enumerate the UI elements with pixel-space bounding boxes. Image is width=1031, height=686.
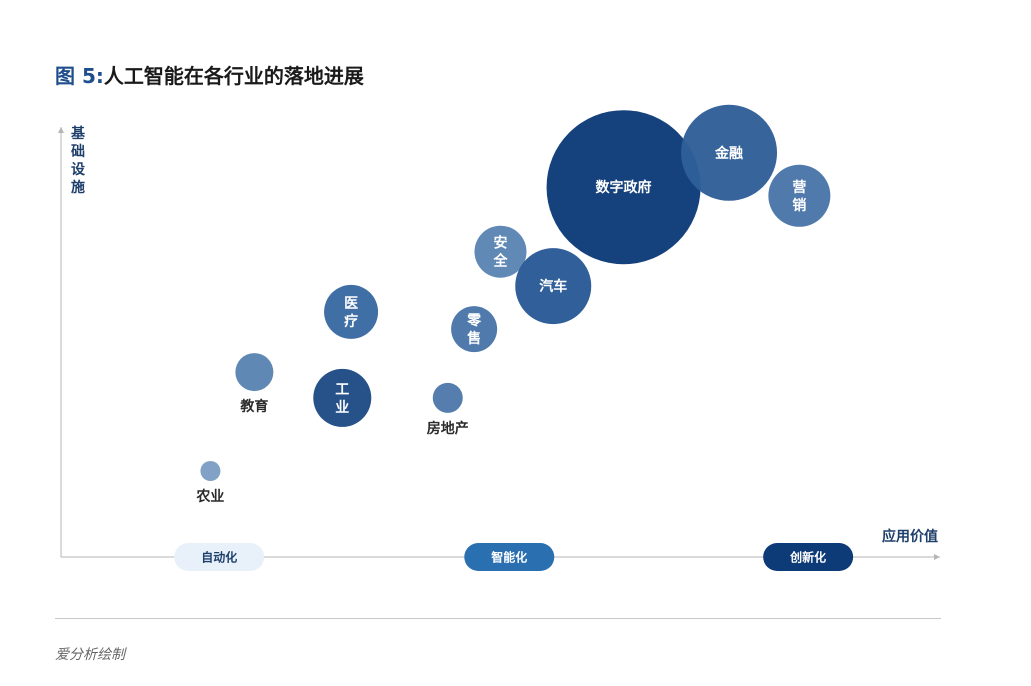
stage-pill-bg xyxy=(174,543,265,571)
y-axis-arrow xyxy=(58,127,64,133)
bubble-5: 房地产 xyxy=(427,382,469,437)
bubble-label: 零售 xyxy=(466,312,482,347)
bubble-7: 安全 xyxy=(474,225,527,278)
bubble-circle xyxy=(235,353,274,392)
bubble-circle xyxy=(324,284,379,339)
bubble-label: 安全 xyxy=(493,235,509,270)
bubble-label: 数字政府 xyxy=(596,179,652,196)
stage-pill-3: 创新化 xyxy=(763,543,854,571)
stage-pill-label: 智能化 xyxy=(490,550,527,565)
bubble-label: 医疗 xyxy=(344,296,358,330)
source-note: 爱分析绘制 xyxy=(55,647,125,663)
figure-number: 图 5: xyxy=(55,64,104,88)
stage-pill-bg xyxy=(464,543,555,571)
stage-pill-bg xyxy=(763,543,854,571)
figure-title-text: 人工智能在各行业的落地进展 xyxy=(103,64,364,88)
bubble-circle xyxy=(515,248,592,325)
bubble-label: 营销 xyxy=(792,179,806,214)
stage-pill-label: 创新化 xyxy=(789,550,826,565)
bubble-circle xyxy=(451,306,498,353)
bubble-label: 金融 xyxy=(714,145,743,162)
bubble-label: 教育 xyxy=(240,398,268,415)
bubble-label: 工业 xyxy=(335,382,349,416)
bubble-8: 汽车 xyxy=(515,248,592,325)
bubble-6: 零售 xyxy=(451,306,498,353)
x-axis-arrow xyxy=(934,554,940,560)
stage-pill-2: 智能化 xyxy=(464,543,555,571)
y-axis-label: 基础设施 xyxy=(71,125,86,196)
bubble-circle xyxy=(313,368,372,427)
bubble-circle xyxy=(681,104,778,201)
bubble-9: 数字政府 xyxy=(546,110,701,265)
bubble-circle xyxy=(546,110,701,265)
bubble-circle xyxy=(200,461,221,481)
bubble-11: 营销 xyxy=(768,164,831,227)
bubble-1: 农业 xyxy=(195,461,224,505)
bubble-circle xyxy=(432,382,463,413)
stage-pill-1: 自动化 xyxy=(174,543,265,571)
bubble-label: 农业 xyxy=(195,488,224,505)
stage-pill-label: 自动化 xyxy=(201,550,237,565)
stage-pills: 自动化 智能化 创新化 xyxy=(174,543,854,571)
bubble-4: 医疗 xyxy=(324,284,379,339)
bubble-circle xyxy=(768,164,831,227)
bubble-label: 汽车 xyxy=(539,278,567,295)
figure-title: 图 5:人工智能在各行业的落地进展 xyxy=(55,60,364,89)
bubble-10: 金融 xyxy=(681,104,778,201)
bubble-3: 工业 xyxy=(313,368,372,427)
bubble-label: 房地产 xyxy=(427,420,469,437)
x-axis-label: 应用价值 xyxy=(882,528,938,545)
footer-divider xyxy=(55,618,941,619)
bubble-2: 教育 xyxy=(235,353,274,415)
bubble-circle xyxy=(474,225,527,278)
